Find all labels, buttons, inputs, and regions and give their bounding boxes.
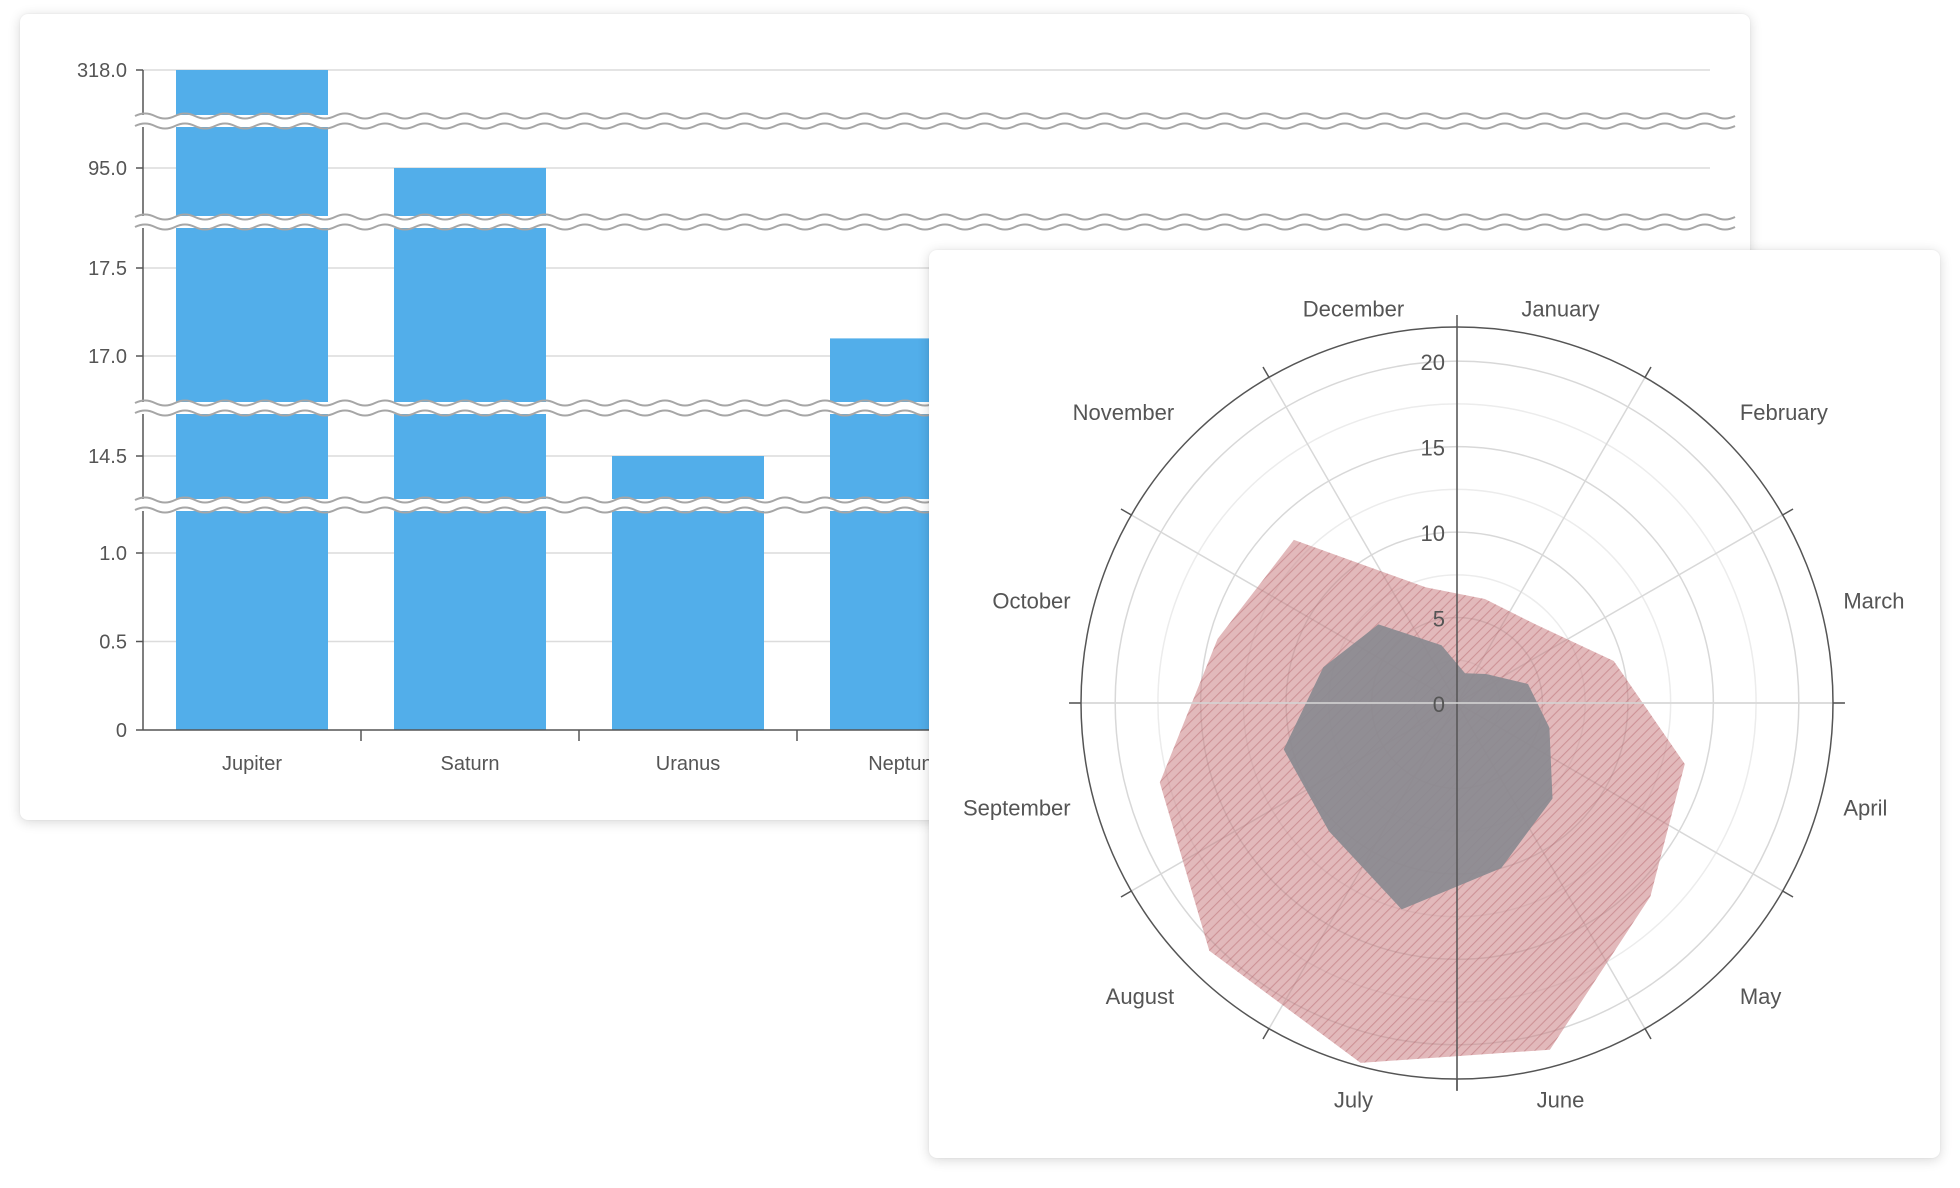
angular-tick-mark [1644, 366, 1652, 378]
angular-label: August [1106, 984, 1175, 1009]
angular-tick-mark [1120, 508, 1132, 516]
y-tick-label: 17.5 [88, 258, 127, 280]
axis-break-line [134, 223, 1736, 231]
y-tick-label: 0 [116, 720, 127, 742]
angular-label: November [1073, 400, 1174, 425]
angular-label: February [1740, 400, 1828, 425]
angular-label: May [1740, 984, 1782, 1009]
angular-label: March [1843, 588, 1904, 613]
x-tick-label: Uranus [656, 753, 720, 775]
y-tick-label: 17.0 [88, 346, 127, 368]
bar-saturn [394, 168, 546, 730]
angular-tick-mark [1644, 1028, 1652, 1040]
x-tick-label: Jupiter [222, 753, 282, 775]
radial-tick-label: 5 [1433, 607, 1445, 632]
angular-tick-mark [1262, 1028, 1270, 1040]
angular-label: July [1334, 1087, 1373, 1112]
y-tick-label: 1.0 [99, 543, 127, 565]
polar-series-2 [1283, 624, 1553, 910]
angular-label: June [1537, 1087, 1585, 1112]
radial-tick-label: 10 [1421, 521, 1445, 546]
x-tick-label: Saturn [441, 753, 500, 775]
axis-break-line [134, 213, 1736, 221]
radial-tick-label: 15 [1421, 436, 1445, 461]
radial-tick-label: 0 [1433, 692, 1445, 717]
x-tick-label: Neptune [868, 753, 944, 775]
angular-label: December [1303, 297, 1404, 322]
angular-tick-mark [1782, 508, 1794, 516]
axis-break-line [134, 112, 1736, 120]
y-tick-label: 0.5 [99, 632, 127, 654]
angular-tick-mark [1782, 890, 1794, 898]
y-tick-label: 14.5 [88, 446, 127, 468]
angular-label: April [1843, 796, 1887, 821]
y-tick-label: 318.0 [77, 60, 127, 82]
angular-label: January [1521, 297, 1599, 322]
polar-chart-card: 0 5 10 15 20 January February March April May June… [929, 250, 1940, 1158]
polar-chart: 0 5 10 15 20 January February March April May June… [963, 297, 1904, 1113]
axis-break-line [134, 122, 1736, 130]
angular-label: October [992, 588, 1070, 613]
angular-label: September [963, 796, 1071, 821]
radial-tick-label: 20 [1421, 350, 1445, 375]
angular-tick-mark [1262, 366, 1270, 378]
angular-tick-mark [1120, 890, 1132, 898]
y-tick-label: 95.0 [88, 158, 127, 180]
